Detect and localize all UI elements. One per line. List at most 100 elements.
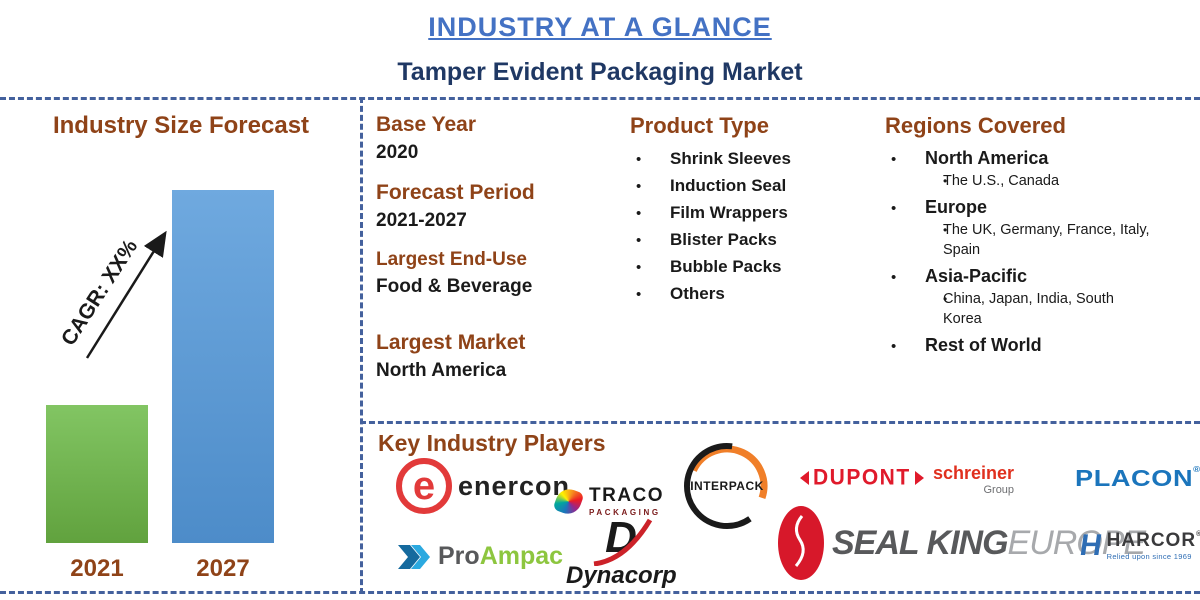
- traco-packaging-label: PACKAGING: [589, 508, 661, 517]
- largest-market-value: North America: [376, 360, 507, 381]
- regions-column: Regions Covered • North America • The U.S.…: [885, 113, 1190, 358]
- x-tick-2027: 2027: [196, 555, 250, 582]
- bullet-icon: •: [636, 178, 642, 195]
- traco-wordmark: TRACO: [589, 485, 665, 506]
- list-item: • North America: [885, 145, 1190, 171]
- logo-dupont: DUPONT: [800, 465, 924, 490]
- region-name: Asia-Pacific: [925, 266, 1028, 286]
- list-item: • The UK, Germany, France, Italy, Spain: [885, 220, 1190, 260]
- largest-end-use-value: Food & Beverage: [376, 276, 533, 297]
- product-type-item: Others: [670, 284, 725, 303]
- logo-placon: PLACON®: [1075, 465, 1200, 492]
- bullet-icon: •: [636, 151, 642, 168]
- region-countries: The U.S., Canada: [943, 173, 1060, 189]
- dupont-right-arrow-icon: [914, 471, 924, 485]
- key-players-title: Key Industry Players: [378, 430, 606, 456]
- bullet-icon: •: [636, 259, 642, 276]
- list-item: • Shrink Sleeves: [630, 149, 870, 176]
- product-type-item: Bubble Packs: [670, 257, 782, 276]
- dynacorp-wordmark: Dynacorp: [566, 562, 677, 589]
- base-year-label: Base Year: [376, 113, 477, 136]
- list-item: • The U.S., Canada: [885, 171, 1190, 191]
- region-name: Europe: [925, 197, 988, 217]
- dupont-wordmark: DUPONT: [813, 465, 911, 490]
- logo-sealking: SEAL KINGEUROPE: [778, 506, 1147, 580]
- list-item: • China, Japan, India, South Korea: [885, 289, 1190, 329]
- vertical-dashed-divider: [360, 97, 363, 594]
- product-type-item: Blister Packs: [670, 230, 777, 249]
- largest-market-label: Largest Market: [376, 331, 526, 354]
- bar-2021: [46, 405, 148, 543]
- enercon-ring-icon: e: [396, 458, 452, 514]
- dupont-left-arrow-icon: [800, 471, 809, 485]
- sub-bullet-icon: •: [943, 223, 948, 237]
- list-item: • Europe: [885, 194, 1190, 220]
- proampac-pro: Pro: [438, 542, 480, 570]
- enercon-wordmark: enercon: [458, 470, 571, 501]
- logo-interpack: INTERPACK: [683, 442, 771, 530]
- logo-dynacorp: D Dynacorp: [566, 516, 677, 590]
- logo-enercon: e enercon: [396, 458, 570, 514]
- bullet-icon: •: [891, 338, 897, 355]
- sealking-europe-label: EUROPE: [1007, 523, 1147, 562]
- dynacorp-swoosh-icon: [593, 518, 653, 566]
- interpack-wordmark: INTERPACK: [690, 479, 764, 493]
- harcor-h-icon: H: [1077, 529, 1105, 562]
- list-item: • Rest of World: [885, 332, 1190, 358]
- logo-schreiner: schreiner Group: [933, 464, 1014, 496]
- product-type-item: Induction Seal: [670, 176, 787, 195]
- bullet-icon: •: [636, 232, 642, 249]
- bar-2027: [172, 190, 274, 543]
- sealking-wordmark: SEAL KINGEUROPE: [832, 523, 1147, 562]
- page-title: INDUSTRY AT A GLANCE: [428, 12, 772, 42]
- sealking-oval-icon: [778, 506, 824, 580]
- proampac-chevron-icon: [398, 544, 430, 569]
- largest-end-use-label: Largest End-Use: [376, 249, 527, 270]
- product-type-column: Product Type • Shrink Sleeves • Induction …: [630, 113, 870, 311]
- region-name: North America: [925, 148, 1049, 168]
- dynacorp-d-icon: D: [566, 516, 676, 566]
- traco-pinwheel-icon: [552, 485, 585, 518]
- x-tick-2021: 2021: [70, 555, 124, 582]
- bullet-icon: •: [891, 151, 897, 168]
- schreiner-wordmark: schreiner: [933, 463, 1015, 483]
- chart-title: Industry Size Forecast: [52, 112, 310, 139]
- harcor-wordmark: HARCOR®: [1107, 531, 1200, 550]
- forecast-period-label: Forecast Period: [376, 181, 535, 204]
- region-countries: China, Japan, India, South Korea: [943, 291, 1114, 327]
- logo-traco: TRACO PACKAGING: [552, 485, 665, 518]
- registered-mark: ®: [1193, 465, 1200, 474]
- sub-bullet-icon: •: [943, 174, 948, 188]
- schreiner-group-label: Group: [983, 484, 1015, 496]
- product-type-title: Product Type: [630, 113, 769, 138]
- forecast-period-value: 2021-2027: [376, 210, 467, 231]
- logo-harcor: H HARCOR® Relied upon since 1969: [1077, 529, 1200, 562]
- horizontal-dashed-divider: [360, 421, 1200, 424]
- base-year-value: 2020: [376, 142, 419, 163]
- product-type-item: Film Wrappers: [670, 203, 788, 222]
- list-item: • Asia-Pacific: [885, 263, 1190, 289]
- bullet-icon: •: [891, 269, 897, 286]
- page-subtitle: Tamper Evident Packaging Market: [397, 58, 803, 86]
- facts-column: Base Year 2020 Forecast Period 2021-2027…: [376, 113, 616, 382]
- bullet-icon: •: [636, 286, 642, 303]
- bullet-icon: •: [891, 200, 897, 217]
- interpack-circle-icon: [684, 443, 770, 529]
- region-name: Rest of World: [925, 335, 1042, 355]
- registered-mark: ®: [1196, 531, 1200, 538]
- logo-proampac: ProAmpac: [398, 542, 563, 571]
- region-countries: The UK, Germany, France, Italy, Spain: [943, 222, 1150, 258]
- bullet-icon: •: [636, 205, 642, 222]
- sealking-squiggle-icon: [794, 515, 805, 567]
- enercon-e-glyph: e: [412, 464, 436, 508]
- list-item: • Bubble Packs: [630, 257, 870, 284]
- list-item: • Others: [630, 284, 870, 311]
- proampac-ampac: Ampac: [479, 542, 564, 570]
- harcor-tagline: Relied upon since 1969: [1106, 552, 1192, 561]
- regions-title: Regions Covered: [885, 113, 1066, 138]
- list-item: • Blister Packs: [630, 230, 870, 257]
- product-type-item: Shrink Sleeves: [670, 149, 791, 168]
- top-dashed-border: [0, 97, 1200, 100]
- placon-wordmark: PLACON®: [1075, 465, 1200, 491]
